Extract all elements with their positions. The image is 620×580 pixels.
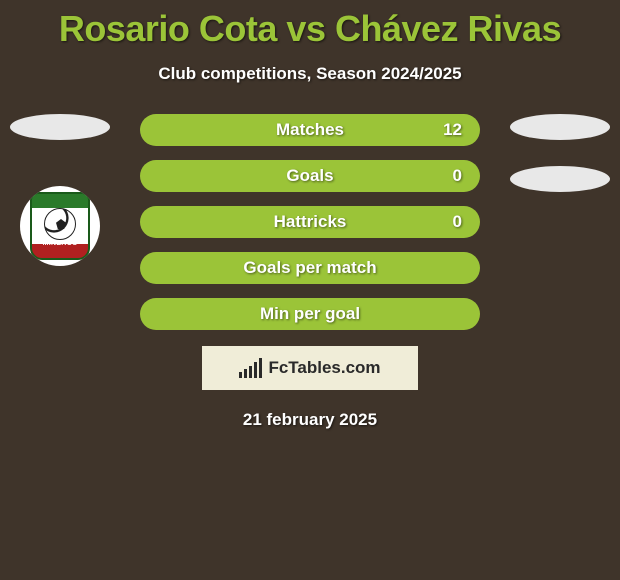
right-team-placeholder-2 xyxy=(510,166,610,192)
brand-text: FcTables.com xyxy=(268,358,380,378)
soccer-ball-icon xyxy=(44,208,76,240)
bar-chart-icon xyxy=(239,358,262,378)
page-title: Rosario Cota vs Chávez Rivas xyxy=(0,0,620,50)
stat-label: Goals per match xyxy=(243,258,376,278)
right-team-placeholder-1 xyxy=(510,114,610,140)
stat-rows: Matches 12 Goals 0 Hattricks 0 Goals per… xyxy=(140,114,480,330)
stat-label: Hattricks xyxy=(274,212,347,232)
stat-row-goals: Goals 0 xyxy=(140,160,480,192)
stat-row-min-per-goal: Min per goal xyxy=(140,298,480,330)
stat-label: Min per goal xyxy=(260,304,360,324)
brand-box: FcTables.com xyxy=(202,346,418,390)
stat-value: 12 xyxy=(443,120,462,140)
stat-row-hattricks: Hattricks 0 xyxy=(140,206,480,238)
stat-value: 0 xyxy=(453,166,462,186)
stat-label: Matches xyxy=(276,120,344,140)
stat-row-goals-per-match: Goals per match xyxy=(140,252,480,284)
stat-value: 0 xyxy=(453,212,462,232)
page-subtitle: Club competitions, Season 2024/2025 xyxy=(0,64,620,84)
stats-area: MINEROS Matches 12 Goals 0 Hattricks 0 G… xyxy=(0,114,620,430)
left-team-placeholder-1 xyxy=(10,114,110,140)
stat-label: Goals xyxy=(286,166,333,186)
footer-date: 21 february 2025 xyxy=(0,410,620,430)
club-logo-text: MINEROS xyxy=(34,240,86,247)
club-logo-circle: MINEROS xyxy=(20,186,100,266)
stat-row-matches: Matches 12 xyxy=(140,114,480,146)
club-logo: MINEROS xyxy=(20,186,100,266)
